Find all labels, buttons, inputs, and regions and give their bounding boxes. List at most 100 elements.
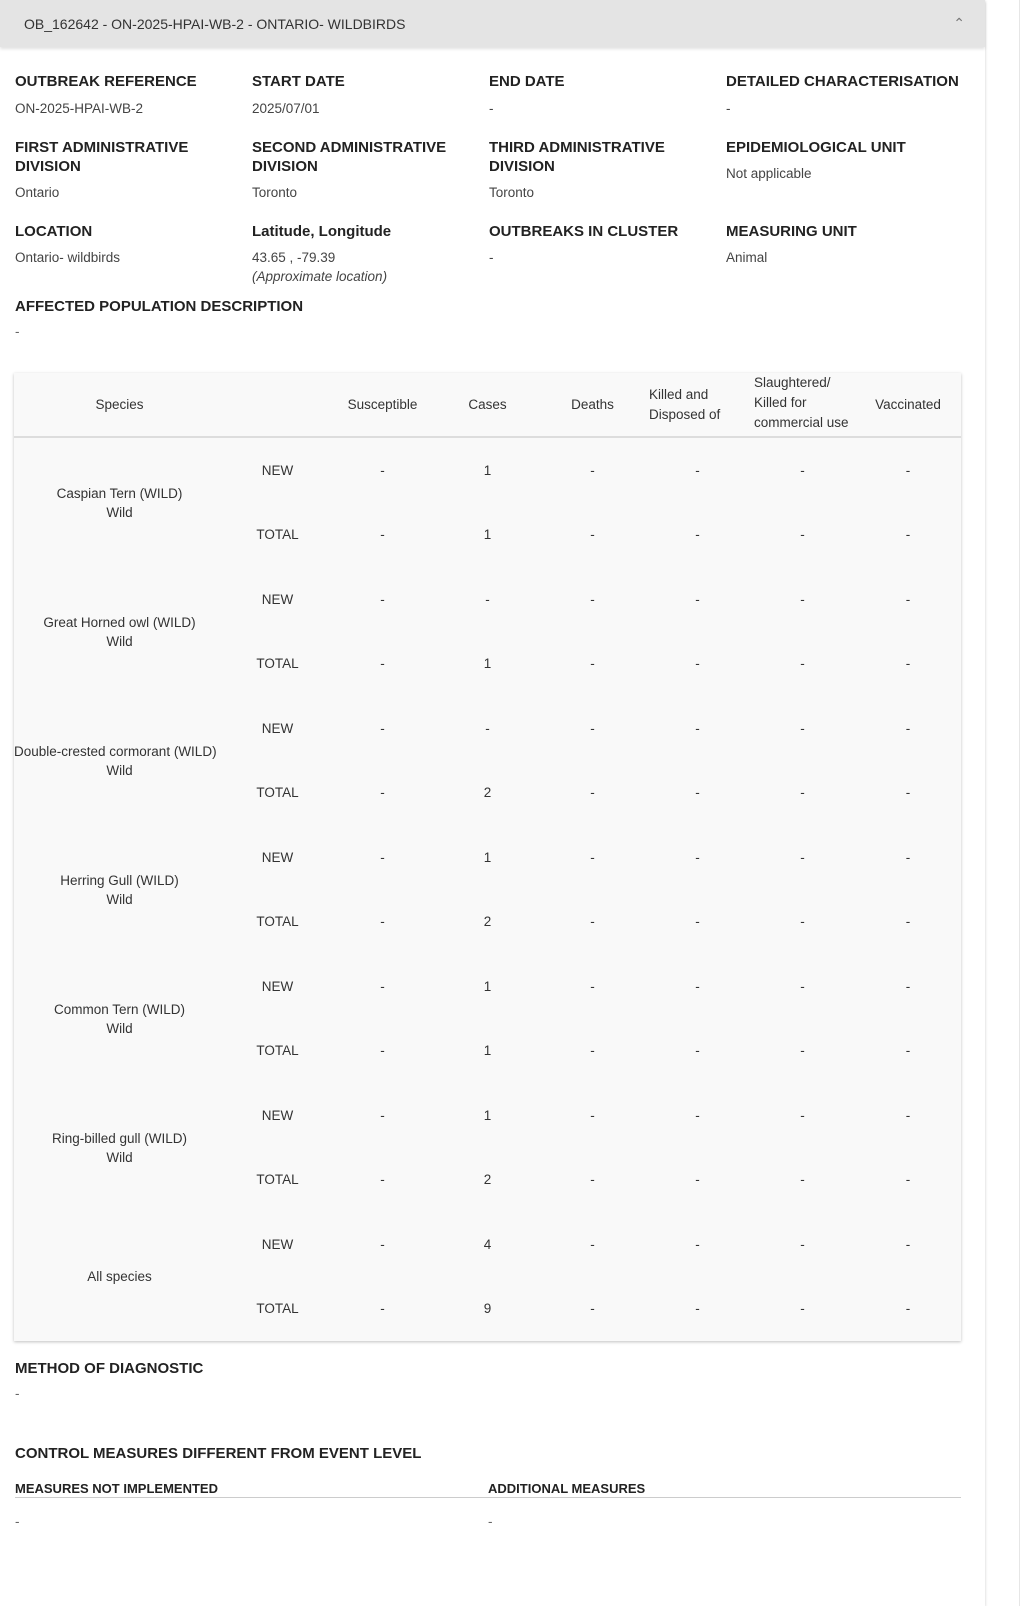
period-cell: NEW <box>261 462 294 478</box>
period-cell: TOTAL <box>256 1172 299 1188</box>
value-cell: - <box>905 978 911 994</box>
table-row: TOTAL - 9 - - - - <box>14 1277 961 1342</box>
col-killed-disposed: Killed and Disposed of <box>645 373 750 438</box>
additional-measures-label: ADDITIONAL MEASURES <box>488 1481 646 1496</box>
value-cell: 1 <box>483 978 492 994</box>
species-type: Wild <box>106 1149 133 1165</box>
species-table: Species Susceptible Cases Deaths Killed … <box>14 373 961 1341</box>
value-cell: - <box>590 1043 595 1059</box>
field-value: - <box>489 250 494 265</box>
species-cell: Herring Gull (WILD) Wild <box>14 825 225 954</box>
col-cases: Cases <box>435 373 540 438</box>
value-cell: - <box>695 1043 700 1059</box>
field-label: MEASURING UNIT <box>726 223 857 240</box>
species-name: Ring-billed gull (WILD) <box>51 1130 188 1146</box>
species-name: Double-crested cormorant (WILD) <box>14 743 217 759</box>
value-cell: - <box>800 656 805 672</box>
value-cell: 1 <box>483 849 492 865</box>
value-cell: - <box>380 785 385 801</box>
value-cell: 2 <box>483 1172 492 1188</box>
value-cell: - <box>380 720 385 736</box>
table-row: All species NEW - 4 - - - - <box>14 1212 961 1284</box>
table-row: Double-crested cormorant (WILD) Wild NEW - -… <box>14 696 961 778</box>
field-value: Ontario- wildbirds <box>15 250 121 265</box>
field-outbreaks-in-cluster: OUTBREAKS IN CLUSTER - <box>489 222 726 286</box>
field-value: Toronto <box>252 185 298 200</box>
value-cell: - <box>695 1172 700 1188</box>
value-cell: 9 <box>483 1301 492 1317</box>
scrollbar[interactable] <box>1019 0 1020 1606</box>
species-name: Caspian Tern (WILD) <box>56 485 183 501</box>
field-outbreak-reference: OUTBREAK REFERENCE ON-2025-HPAI-WB-2 <box>15 72 252 118</box>
col-period <box>225 373 330 438</box>
value-cell: - <box>905 527 911 543</box>
table-row: Common Tern (WILD) Wild NEW - 1 - - - - <box>14 954 961 1036</box>
field-label: START DATE <box>252 73 345 90</box>
period-cell: NEW <box>261 978 294 994</box>
period-cell: NEW <box>261 1236 294 1252</box>
value-cell: - <box>695 1107 700 1123</box>
value-cell: - <box>800 914 805 930</box>
control-measures-label: CONTROL MEASURES DIFFERENT FROM EVENT LE… <box>15 1445 422 1462</box>
field-label: Latitude, Longitude <box>252 223 392 240</box>
value-cell: - <box>905 1236 911 1252</box>
value-cell: - <box>695 1301 700 1317</box>
field-epidemiological-unit: EPIDEMIOLOGICAL UNIT Not applicable <box>726 138 965 202</box>
value-cell: - <box>590 462 595 478</box>
value-cell: - <box>800 1107 805 1123</box>
value-cell: - <box>695 978 700 994</box>
value-cell: - <box>590 1107 595 1123</box>
value-cell: - <box>800 978 805 994</box>
value-cell: - <box>380 849 385 865</box>
period-cell: TOTAL <box>256 656 299 672</box>
value-cell: - <box>590 785 595 801</box>
value-cell: - <box>695 527 700 543</box>
table-header-row: Species Susceptible Cases Deaths Killed … <box>14 373 961 438</box>
panel-header[interactable]: OB_162642 - ON-2025-HPAI-WB-2 - ONTARIO-… <box>0 0 985 47</box>
affected-population-value: - <box>15 324 20 339</box>
period-cell: TOTAL <box>256 914 299 930</box>
value-cell: - <box>380 978 385 994</box>
table-row: Caspian Tern (WILD) Wild NEW - 1 - - - - <box>14 437 961 520</box>
value-cell: - <box>695 914 700 930</box>
species-cell: Common Tern (WILD) Wild <box>14 954 225 1083</box>
value-cell: - <box>800 462 805 478</box>
table-row: TOTAL - 1 - - - - <box>14 632 961 697</box>
value-cell: - <box>695 849 700 865</box>
value-cell: - <box>590 849 595 865</box>
species-cell: Double-crested cormorant (WILD) Wild <box>14 696 225 825</box>
field-label: OUTBREAK REFERENCE <box>15 73 197 90</box>
value-cell: 4 <box>483 1236 492 1252</box>
field-label: OUTBREAKS IN CLUSTER <box>489 223 679 240</box>
value-cell: - <box>695 656 700 672</box>
field-value: 2025/07/01 <box>252 101 320 116</box>
value-cell: - <box>800 1172 805 1188</box>
value-cell: - <box>590 1236 595 1252</box>
species-name: Great Horned owl (WILD) <box>43 614 196 630</box>
value-cell: - <box>800 720 805 736</box>
value-cell: - <box>590 1172 595 1188</box>
field-third-admin-division: THIRD ADMINISTRATIVE DIVISION Toronto <box>489 138 726 202</box>
value-cell: - <box>905 720 911 736</box>
fields-row-3: LOCATION Ontario- wildbirds Latitude, Lon… <box>15 222 965 286</box>
value-cell: - <box>800 591 805 607</box>
value-cell: - <box>590 591 595 607</box>
value-cell: 2 <box>483 785 492 801</box>
measures-not-implemented-label: MEASURES NOT IMPLEMENTED <box>15 1481 218 1496</box>
species-cell: Great Horned owl (WILD) Wild <box>14 567 225 696</box>
value-cell: - <box>905 914 911 930</box>
field-label: FIRST ADMINISTRATIVE DIVISION <box>15 139 189 175</box>
field-value: - <box>726 101 731 116</box>
value-cell: - <box>800 527 805 543</box>
table-row: Great Horned owl (WILD) Wild NEW - - - - - - <box>14 567 961 649</box>
value-cell: - <box>380 591 385 607</box>
chevron-up-icon[interactable]: ⌃ <box>953 15 965 31</box>
value-cell: - <box>380 1301 385 1317</box>
species-cell: Ring-billed gull (WILD) Wild <box>14 1083 225 1212</box>
field-label: EPIDEMIOLOGICAL UNIT <box>726 139 906 156</box>
value-cell: - <box>905 849 911 865</box>
field-label: LOCATION <box>15 223 93 240</box>
field-label: THIRD ADMINISTRATIVE DIVISION <box>489 139 665 175</box>
field-label: DETAILED CHARACTERISATION <box>726 73 959 90</box>
value-cell: 2 <box>483 914 492 930</box>
